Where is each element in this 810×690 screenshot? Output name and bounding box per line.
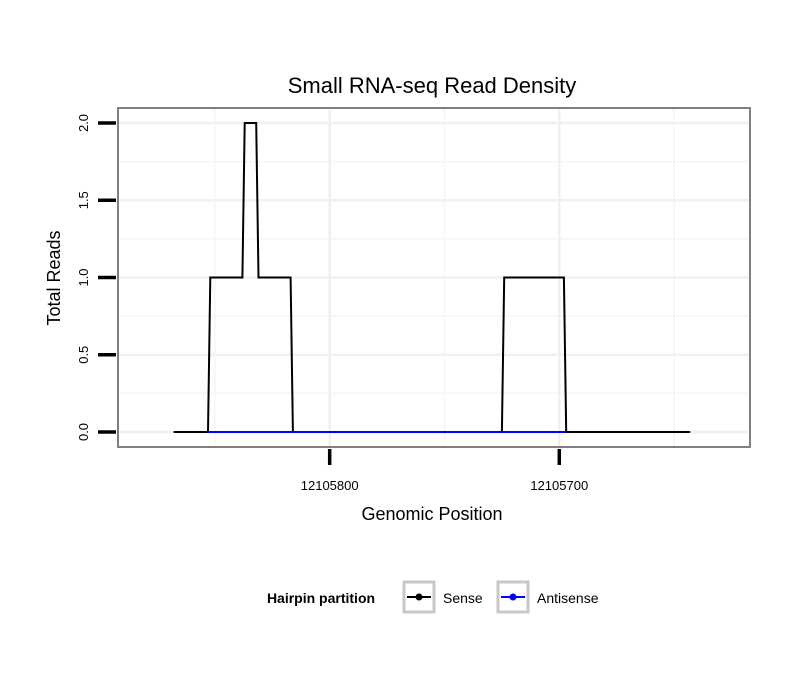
- chart-title: Small RNA-seq Read Density: [288, 73, 577, 98]
- series-lines: [173, 122, 691, 433]
- series-line-sense: [173, 122, 691, 433]
- y-tick-label: 0.0: [76, 423, 91, 441]
- y-axis: 0.0 0.5 1.0 1.5 2.0: [76, 114, 116, 441]
- legend-key-point-sense: [415, 593, 423, 601]
- legend-title: Hairpin partition: [267, 590, 375, 606]
- legend-label-antisense: Antisense: [537, 590, 599, 606]
- legend-key-point-antisense: [509, 593, 517, 601]
- x-tick-label: 12105800: [301, 478, 359, 493]
- legend: Hairpin partition Sense Antisense: [267, 580, 599, 614]
- x-axis-title: Genomic Position: [361, 504, 502, 524]
- legend-label-sense: Sense: [443, 590, 483, 606]
- plot-panel-border: [117, 107, 751, 448]
- x-axis: 12105800 12105700: [301, 449, 588, 493]
- x-tick-label: 12105700: [530, 478, 588, 493]
- y-axis-title: Total Reads: [44, 230, 64, 325]
- y-tick-label: 1.0: [76, 268, 91, 286]
- y-tick-label: 2.0: [76, 114, 91, 132]
- y-tick-label: 0.5: [76, 346, 91, 364]
- y-tick-label: 1.5: [76, 191, 91, 209]
